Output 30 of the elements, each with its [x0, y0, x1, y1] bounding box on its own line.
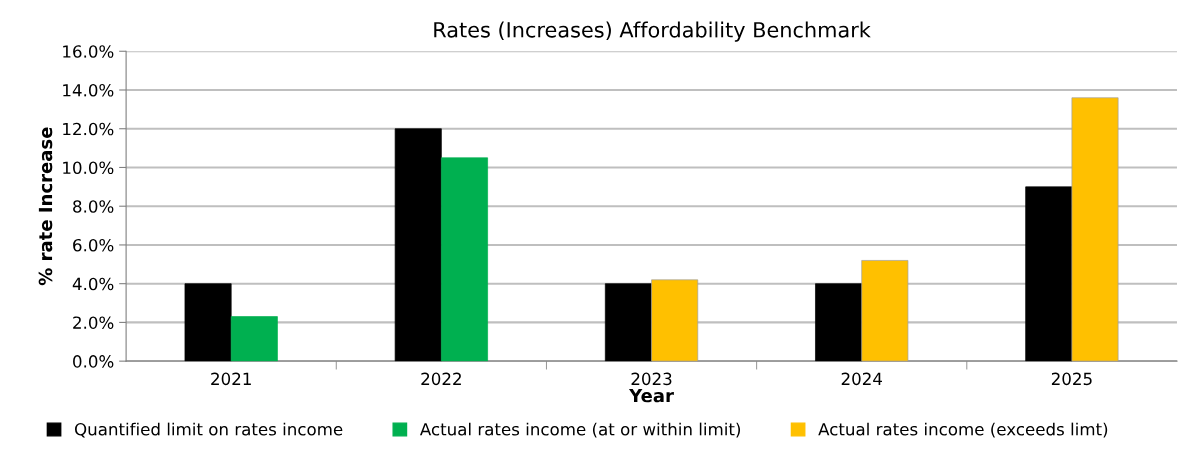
- x-tick-label: 2021: [211, 372, 251, 386]
- y-tick-label: 0.0%: [73, 355, 114, 368]
- bar: [861, 260, 909, 362]
- y-tick-label: 4.0%: [72, 277, 114, 291]
- bar: [394, 128, 442, 362]
- bar: [441, 157, 488, 362]
- x-tick-label: 2025: [1051, 372, 1092, 386]
- y-tick-label: 14.0%: [63, 83, 114, 97]
- legend-label: Actual rates income (exceeds limt): [818, 422, 1108, 438]
- x-axis-title: Year: [628, 388, 674, 403]
- y-tick-label: 8.0%: [73, 200, 114, 213]
- x-tick-label: 2024: [841, 372, 882, 386]
- y-tick-label: 12.0%: [63, 122, 114, 136]
- x-tick-label: 2022: [421, 372, 461, 386]
- bar: [184, 283, 232, 362]
- bar: [230, 316, 278, 362]
- y-tick-label: 10.0%: [63, 161, 114, 175]
- y-axis-title: % rate Increase: [38, 127, 53, 286]
- bar: [1025, 186, 1073, 362]
- chart-title: Rates (Increases) Affordability Benchmark: [434, 21, 871, 42]
- bar: [1071, 97, 1119, 362]
- bar: [651, 279, 699, 362]
- y-tick-label: 2.0%: [73, 316, 114, 329]
- legend-label: Actual rates income (at or within limit): [419, 422, 741, 438]
- y-tick-label: 6.0%: [73, 238, 114, 252]
- bar: [815, 283, 863, 362]
- legend-label: Quantified limit on rates income: [74, 422, 343, 438]
- bar: [604, 283, 652, 362]
- x-tick-label: 2023: [631, 372, 672, 386]
- y-tick-label: 16.0%: [63, 45, 114, 58]
